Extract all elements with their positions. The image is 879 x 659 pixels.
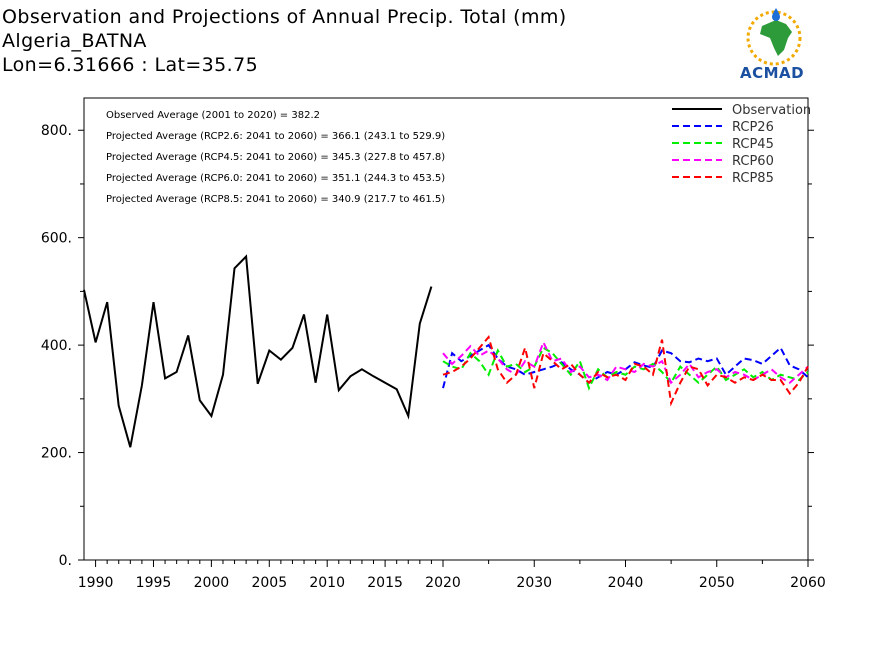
legend: Observation RCP26 RCP45 RCP60 RCP85 (672, 103, 811, 186)
annotation-text: Projected Average (RCP8.5: 2041 to 2060)… (106, 194, 445, 205)
y-tick-label: 200. (41, 446, 72, 462)
axis-ticks: 0. 200. 400. 600. 800. 1990 1995 2000 2005 2010 20… (41, 123, 826, 591)
x-tick-label: 2005 (251, 575, 287, 591)
series-line-rcp60 (442, 339, 809, 385)
x-tick-label: 2040 (608, 575, 644, 591)
y-tick-label: 400. (41, 338, 72, 354)
series-line-observation (83, 254, 433, 448)
annotation-text: Observed Average (2001 to 2020) = 382.2 (106, 110, 320, 121)
annotation-text: Projected Average (RCP2.6: 2041 to 2060)… (106, 131, 445, 142)
x-tick-label: 2030 (516, 575, 552, 591)
x-tick-label: 1990 (78, 575, 114, 591)
y-tick-label: 600. (41, 231, 72, 247)
legend-label-rcp85: RCP85 (732, 171, 774, 186)
x-tick-label: 2015 (367, 575, 403, 591)
series-line-rcp45 (442, 346, 809, 391)
legend-label-rcp60: RCP60 (732, 154, 774, 169)
annotations: Observed Average (2001 to 2020) = 382.2 P… (106, 110, 445, 205)
x-tick-label: 2050 (699, 575, 735, 591)
series-line-rcp85 (442, 335, 809, 407)
acmad-logo-text: ACMAD (740, 64, 805, 82)
chart-title: Observation and Projections of Annual Pr… (2, 6, 567, 28)
africa-map-icon (746, 8, 802, 66)
acmad-logo: ACMAD (736, 6, 820, 84)
x-tick-label: 2010 (309, 575, 345, 591)
y-tick-label: 0. (59, 553, 72, 569)
annotation-text: Projected Average (RCP6.0: 2041 to 2060)… (106, 173, 445, 184)
x-tick-label: 2000 (194, 575, 230, 591)
y-tick-label: 800. (41, 123, 72, 139)
location-label: Algeria_BATNA (2, 30, 147, 52)
legend-label-observation: Observation (732, 103, 811, 118)
legend-label-rcp26: RCP26 (732, 120, 774, 135)
x-tick-label: 1995 (136, 575, 172, 591)
coordinates-label: Lon=6.31666 : Lat=35.75 (2, 54, 259, 76)
series-lines (83, 254, 809, 448)
x-tick-label: 2060 (790, 575, 826, 591)
x-tick-label: 2020 (425, 575, 461, 591)
legend-label-rcp45: RCP45 (732, 137, 774, 152)
plot-border (83, 97, 809, 561)
annotation-text: Projected Average (RCP4.5: 2041 to 2060)… (106, 152, 445, 163)
plot-frame (83, 97, 809, 561)
